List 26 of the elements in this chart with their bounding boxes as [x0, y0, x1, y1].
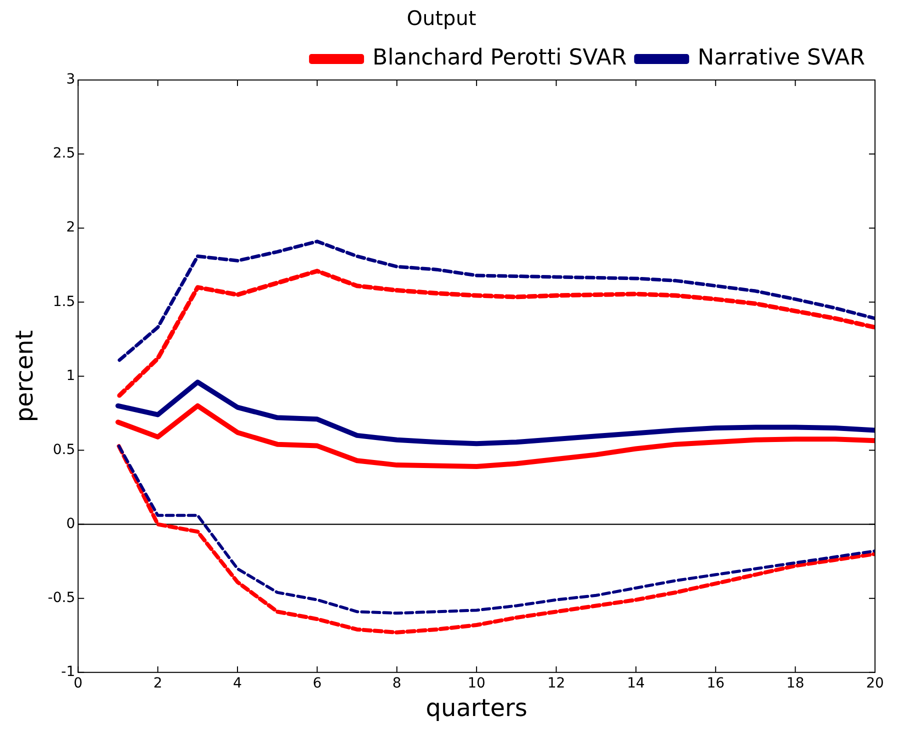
x-tick-label: 12 — [547, 675, 566, 692]
y-tick-label: -1 — [61, 664, 76, 680]
x-tick-label: 20 — [866, 675, 884, 692]
y-tick-label: -0.5 — [48, 590, 76, 606]
legend-label: Narrative SVAR — [698, 46, 866, 71]
x-tick-label: 6 — [312, 675, 322, 692]
y-tick-label: 0.5 — [52, 442, 76, 458]
chart-title: Output — [406, 6, 476, 30]
y-tick-label: 3 — [66, 72, 76, 88]
y-axis-title: percent — [10, 330, 39, 422]
y-tick-label: 1.5 — [52, 294, 76, 310]
y-tick-label: 1 — [66, 368, 76, 384]
y-tick-label: 2.5 — [52, 146, 76, 162]
x-tick-label: 10 — [468, 675, 486, 692]
x-axis-title: quarters — [426, 694, 528, 722]
x-tick-label: 18 — [786, 675, 804, 692]
y-tick-label: 0 — [66, 516, 76, 532]
legend-label: Blanchard Perotti SVAR — [372, 46, 627, 71]
line-series — [116, 268, 875, 400]
x-tick-label: 8 — [392, 675, 402, 692]
y-tick-label: 2 — [66, 220, 76, 236]
x-tick-label: 16 — [706, 675, 725, 692]
line-series — [116, 240, 875, 364]
x-tick-label: 14 — [627, 675, 645, 692]
x-tick-label: 4 — [233, 675, 242, 692]
x-tick-label: 2 — [153, 675, 162, 692]
